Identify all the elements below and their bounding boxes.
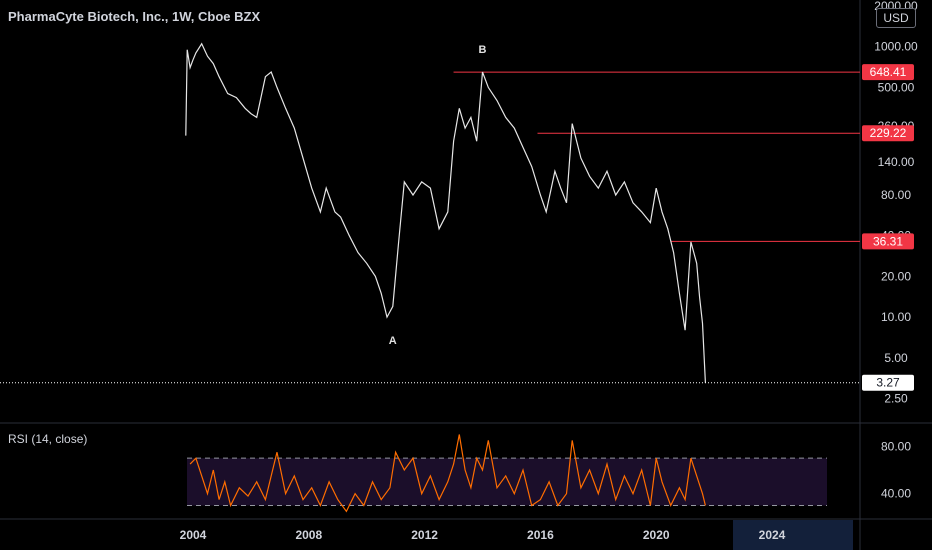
time-tick-label: 2008 (295, 528, 322, 542)
rsi-indicator-title[interactable]: RSI (14, close) (8, 432, 88, 446)
price-level-tag (862, 64, 914, 81)
chart-title: PharmaCyte Biotech, Inc., 1W, Cboe BZX (8, 9, 261, 24)
price-level-tag (862, 233, 914, 250)
wave-annotation-label: A (389, 335, 397, 347)
price-series-line (185, 42, 706, 383)
last-price-tag-label: 3.27 (876, 376, 900, 390)
time-tick-label: 2020 (643, 528, 670, 542)
price-tick-label: 10.00 (881, 310, 911, 324)
price-tick-label: 80.00 (881, 188, 911, 202)
rsi-tick-label: 40.00 (881, 487, 911, 501)
price-level-tag-label: 229.22 (870, 126, 907, 140)
time-tick-label: 2016 (527, 528, 554, 542)
price-level-tag-label: 648.41 (870, 65, 907, 79)
future-range-highlight (733, 520, 853, 550)
time-tick-label: 2004 (180, 528, 207, 542)
price-tick-label: 5.00 (884, 351, 908, 365)
price-tick-label: 1000.00 (874, 40, 918, 54)
price-level-tag (862, 125, 914, 142)
price-tick-label: 20.00 (881, 269, 911, 283)
rsi-series-line (189, 434, 706, 513)
price-tick-label: 140.00 (878, 155, 915, 169)
time-tick-label: 2012 (411, 528, 438, 542)
price-tick-label: 2.50 (884, 391, 908, 405)
wave-annotation-label: B (479, 44, 487, 56)
time-tick-label: 2024 (759, 528, 786, 542)
last-price-tag (862, 374, 914, 391)
price-level-tag-label: 36.31 (873, 234, 903, 248)
rsi-tick-label: 80.00 (881, 439, 911, 453)
price-tick-label: 500.00 (878, 80, 915, 94)
rsi-band-fill (187, 458, 827, 506)
currency-button[interactable]: USD (876, 8, 916, 28)
